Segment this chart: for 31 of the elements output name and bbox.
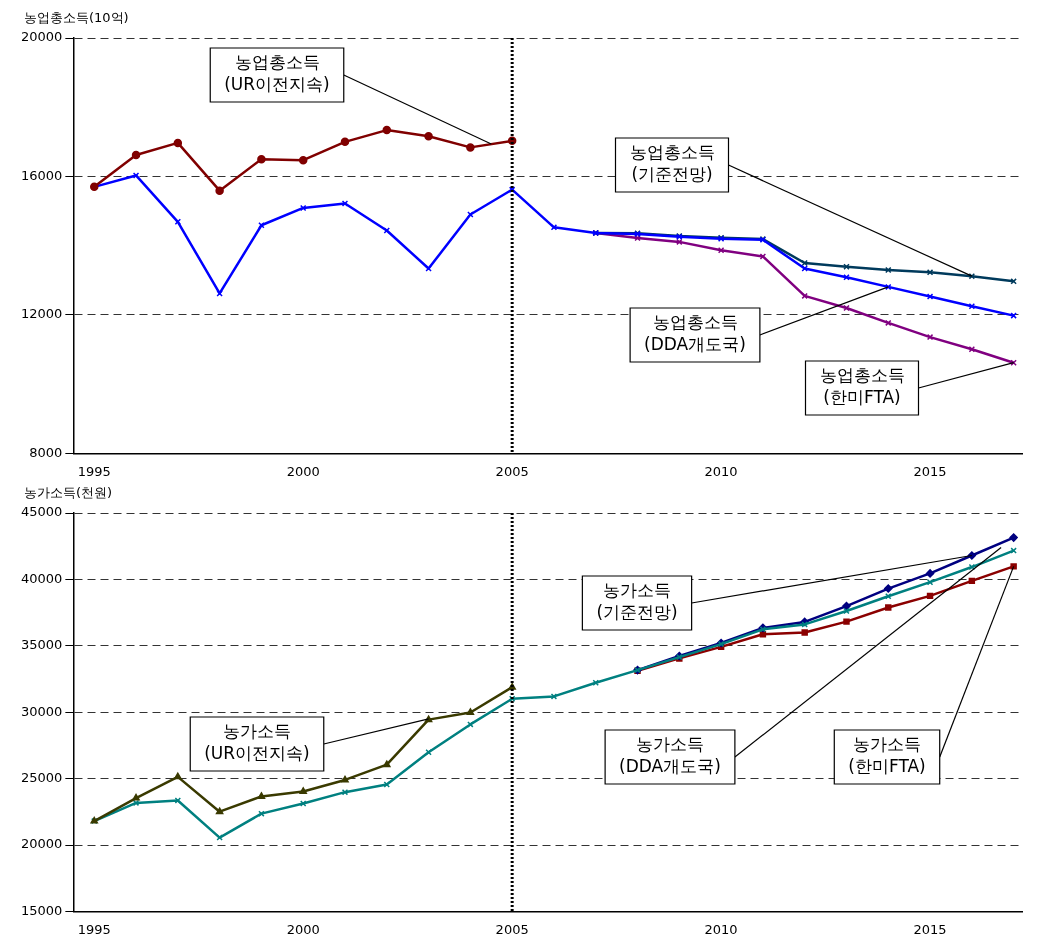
annotation: 농가소득 (DDA개도국) [619, 734, 721, 777]
annotation: 농업총소득 (UR이전지속) [224, 52, 330, 95]
x-tick-label: 2000 [286, 463, 320, 479]
y-tick-label: 20000 [21, 836, 63, 852]
y-tick-label: 25000 [21, 769, 63, 785]
y-tick-label: 35000 [21, 637, 63, 653]
annotation: 농가소득 (UR이전지속) [204, 721, 310, 764]
y-axis-title: 농가소득(천원) [24, 484, 113, 500]
annotation: 농가소득 (기준전망) [596, 580, 678, 623]
x-tick-label: 2015 [913, 463, 947, 479]
x-tick-label: 1995 [77, 921, 111, 937]
x-tick-label: 2015 [913, 921, 947, 937]
annotation: 농업총소득 (기준전망) [629, 142, 715, 185]
x-tick-label: 2010 [704, 463, 738, 479]
annotation: 농업총소득 (DDA개도국) [644, 312, 746, 355]
x-tick-label: 1995 [77, 463, 111, 479]
annotation: 농가소득 (한미FTA) [848, 734, 926, 777]
y-tick-label: 30000 [21, 703, 63, 719]
y-tick-label: 40000 [21, 570, 63, 586]
y-tick-label: 8000 [29, 444, 63, 460]
y-tick-label: 12000 [21, 306, 63, 322]
x-tick-label: 2010 [704, 921, 738, 937]
annotation: 농업총소득 (한미FTA) [819, 365, 905, 408]
y-tick-label: 16000 [21, 167, 63, 183]
y-axis-title: 농업총소득(10억) [24, 9, 129, 25]
y-tick-label: 15000 [21, 902, 63, 918]
x-tick-label: 2005 [495, 921, 529, 937]
y-tick-label: 45000 [21, 504, 63, 520]
y-tick-label: 20000 [21, 29, 63, 45]
x-tick-label: 2000 [286, 921, 320, 937]
x-tick-label: 2005 [495, 463, 529, 479]
